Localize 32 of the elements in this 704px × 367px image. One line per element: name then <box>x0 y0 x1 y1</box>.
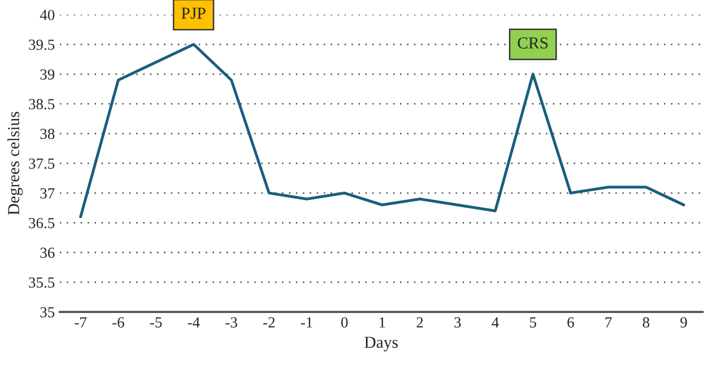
y-tick-label: 35.5 <box>28 277 54 288</box>
x-tick-label: 1 <box>380 317 386 328</box>
x-tick-label: 8 <box>642 317 650 328</box>
y-tick-label: 36.5 <box>28 218 54 228</box>
x-tick-label: -6 <box>112 317 124 328</box>
x-tick-label: 6 <box>567 317 574 328</box>
x-tick-label: 5 <box>530 317 536 328</box>
x-tick-label: 9 <box>680 317 687 328</box>
y-tick-label: 38 <box>40 128 54 140</box>
annotation: CRS <box>518 37 548 49</box>
y-tick-label: 37 <box>40 188 55 198</box>
x-tick-label: 7 <box>606 317 612 328</box>
y-tick-label: 36 <box>40 248 55 258</box>
x-tick-label: -2 <box>263 317 275 328</box>
x-tick-label: 0 <box>341 317 348 328</box>
x-tick-label: -5 <box>150 317 162 328</box>
y-tick-label: 35 <box>40 307 54 318</box>
y-tick-label: 39.5 <box>28 40 54 50</box>
y-tick-label: 40 <box>40 10 54 20</box>
x-tick-label: 2 <box>416 317 423 328</box>
y-tick-label: 37.5 <box>28 158 54 169</box>
x-tick-label: 4 <box>492 317 499 328</box>
x-tick-label: -3 <box>226 317 238 328</box>
x-tick-label: -4 <box>188 317 200 328</box>
x-tick-label: -1 <box>300 317 312 328</box>
x-tick-label: 3 <box>454 317 461 328</box>
x-tick-label: -7 <box>74 317 86 328</box>
x-axis-title: Days <box>364 336 398 352</box>
y-tick-label: 38.5 <box>28 99 54 110</box>
annotation: PJP <box>182 8 206 19</box>
y-tick-label: 39 <box>40 69 54 80</box>
y-axis-title: Degrees celsius <box>8 112 23 215</box>
